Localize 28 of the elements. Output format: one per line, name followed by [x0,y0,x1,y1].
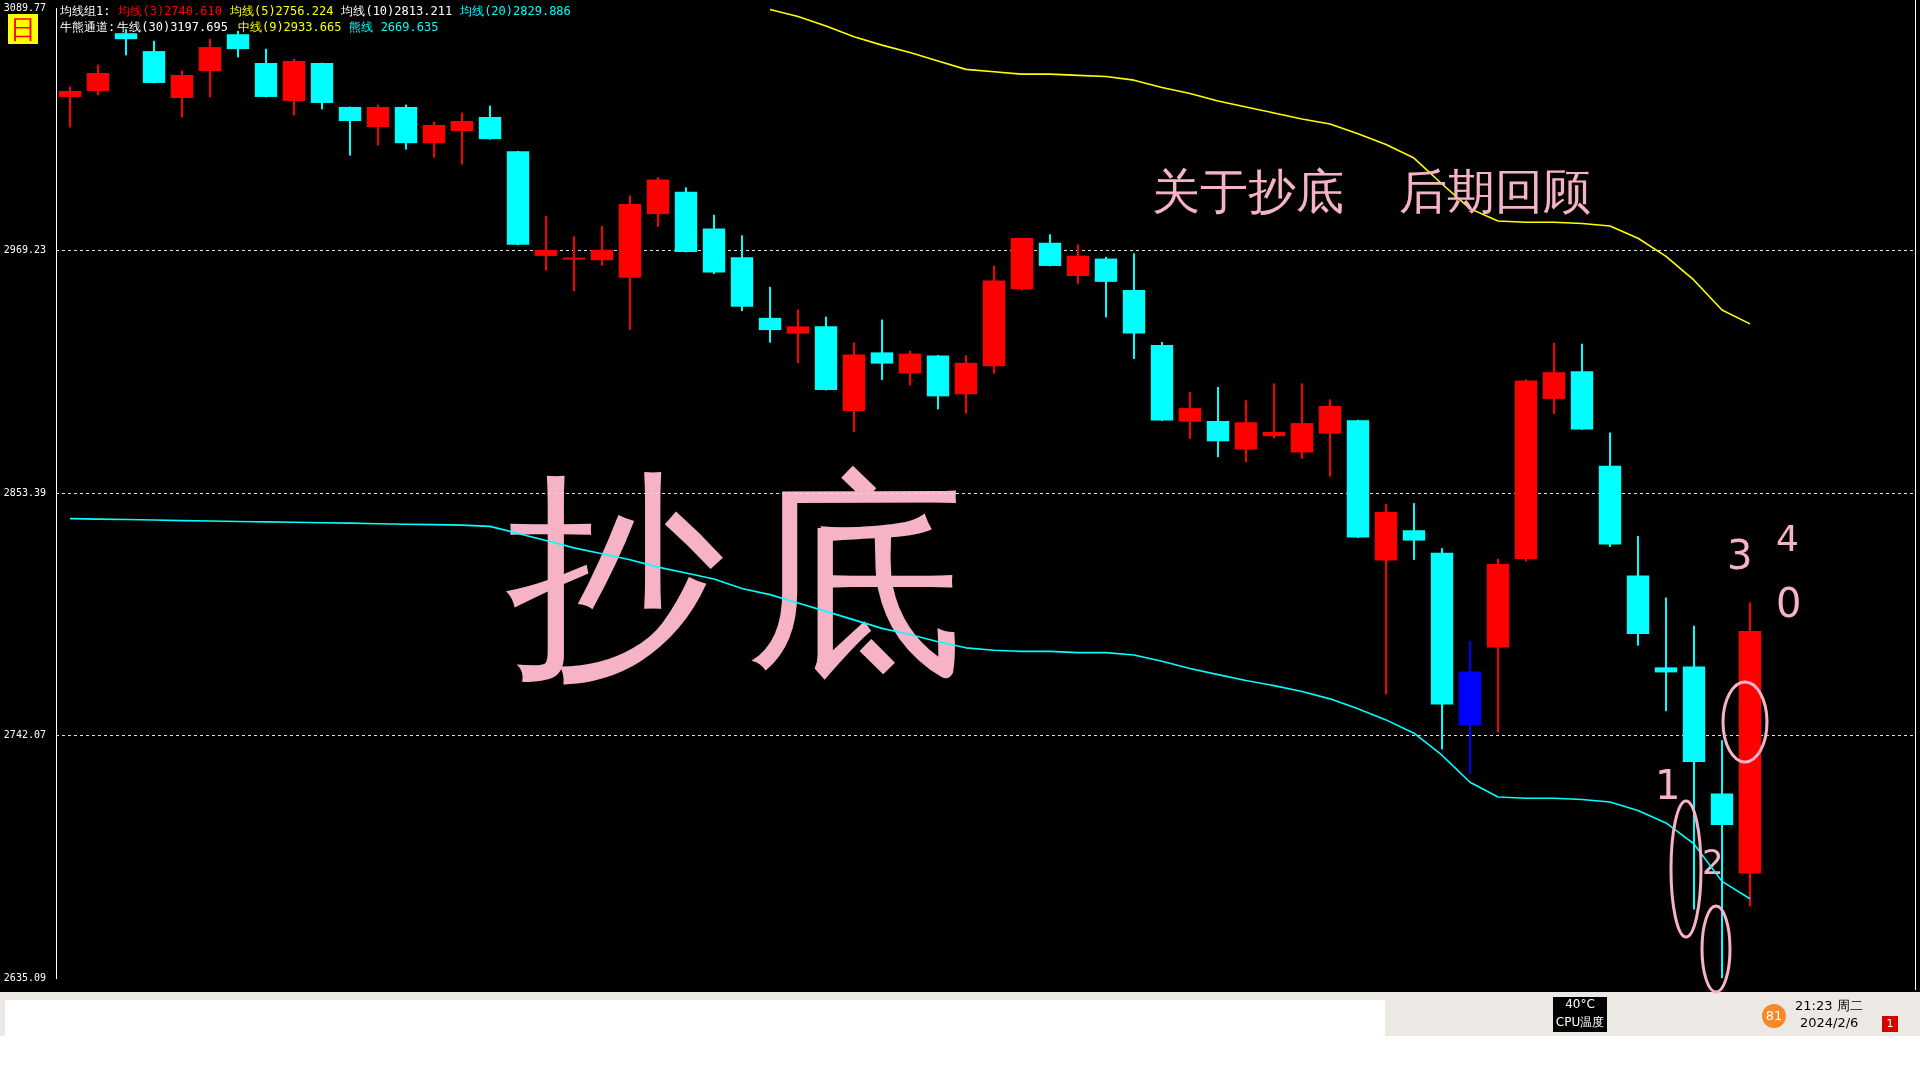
annotation: 3 [1727,532,1753,578]
annotation: 牛线(30)3197.695 [117,20,228,34]
square-badge: 1 [1882,1016,1898,1032]
annotation: 均线组1: [60,4,111,18]
text: 熊线 2669.635 [349,20,439,34]
annotation: 1 [1655,762,1681,808]
y-tick-label: 3089.77 [3,1,46,13]
text: CPU温度 [1553,1014,1607,1032]
text: 21:23 周二 [1795,997,1863,1015]
candlestick [1654,597,1678,712]
y-tick-label: 2969.23 [3,244,46,256]
text: 0 [1776,580,1802,626]
y-tick-label: 2635.09 [3,971,46,983]
annotation: 均线(10)2813.211 [341,4,453,18]
annotation: 均线(5)2756.224 [229,4,334,18]
annotation: 牛熊通道: [60,20,116,34]
day-box: 日 [8,14,38,44]
text: 2024/2/6 [1800,1015,1859,1030]
candlestick [562,236,586,292]
text: 关于抄底 后期回顾 [1152,162,1592,221]
annotation: 均线(3)2740.610 [118,4,222,18]
annotation: 均线(20)2829.886 [460,4,571,18]
candlestick [1262,383,1286,439]
y-tick-label: 2853.39 [3,486,46,498]
text: 中线(9)2933.665 [237,20,342,34]
text: 40°C [1553,997,1607,1014]
y-tick-label: 2742.07 [3,729,46,741]
text: 4 [1776,518,1799,559]
